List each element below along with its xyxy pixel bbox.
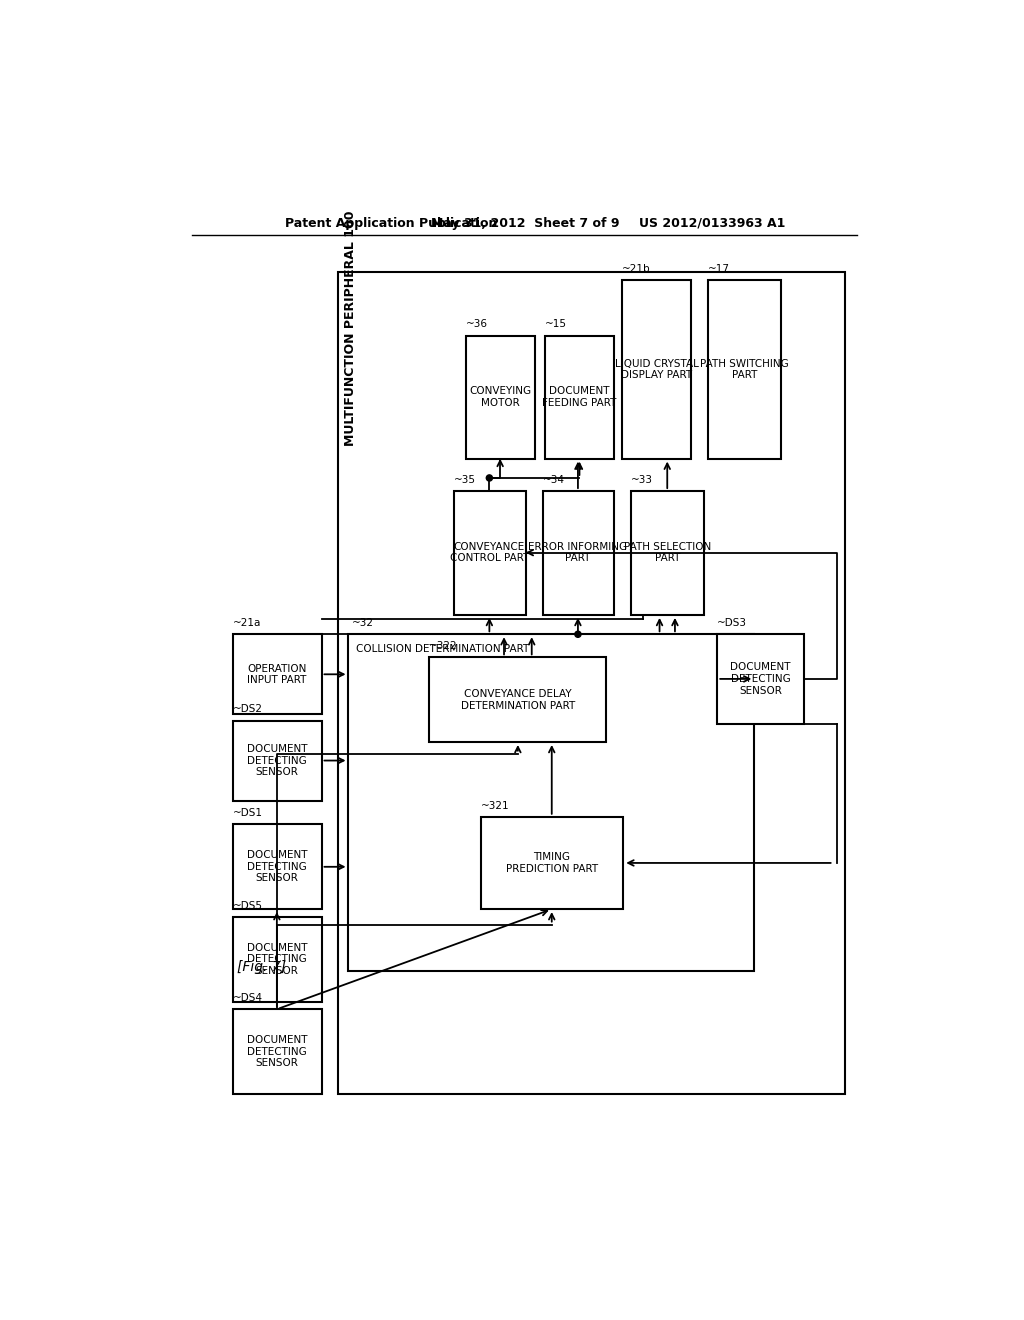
Bar [233, 917, 322, 1002]
Bar [429, 657, 606, 742]
Text: DOCUMENT
DETECTING
SENSOR: DOCUMENT DETECTING SENSOR [247, 744, 307, 777]
Bar [339, 272, 845, 1094]
Bar [454, 491, 525, 615]
Text: ~36: ~36 [466, 319, 487, 330]
Text: ~21a: ~21a [233, 618, 261, 628]
Text: US 2012/0133963 A1: US 2012/0133963 A1 [639, 216, 785, 230]
Text: TIMING
PREDICTION PART: TIMING PREDICTION PART [506, 853, 598, 874]
Text: ~17: ~17 [708, 264, 730, 275]
Circle shape [486, 475, 493, 480]
Text: [Fig. 7]: [Fig. 7] [237, 960, 286, 974]
Text: LIQUID CRYSTAL
DISPLAY PART: LIQUID CRYSTAL DISPLAY PART [614, 359, 698, 380]
Text: ~DS5: ~DS5 [233, 900, 263, 911]
Bar [348, 635, 755, 970]
Text: May 31, 2012  Sheet 7 of 9: May 31, 2012 Sheet 7 of 9 [430, 216, 620, 230]
Bar [545, 335, 614, 459]
Text: DOCUMENT
DETECTING
SENSOR: DOCUMENT DETECTING SENSOR [730, 663, 791, 696]
Text: ~21b: ~21b [622, 264, 650, 275]
Text: COLLISION DETERMINATION PART: COLLISION DETERMINATION PART [356, 644, 529, 655]
Text: ~33: ~33 [631, 475, 653, 484]
Text: ~32: ~32 [352, 618, 375, 628]
Text: ~15: ~15 [545, 319, 567, 330]
Text: CONVEYANCE DELAY
DETERMINATION PART: CONVEYANCE DELAY DETERMINATION PART [461, 689, 575, 710]
Text: PATH SWITCHING
PART: PATH SWITCHING PART [699, 359, 788, 380]
Bar [466, 335, 535, 459]
Text: OPERATION
INPUT PART: OPERATION INPUT PART [247, 664, 306, 685]
Text: CONVEYING
MOTOR: CONVEYING MOTOR [469, 387, 531, 408]
Bar [233, 825, 322, 909]
Text: ~DS2: ~DS2 [233, 705, 263, 714]
Text: Patent Application Publication: Patent Application Publication [285, 216, 497, 230]
Bar [481, 817, 624, 909]
Bar [708, 280, 781, 459]
Text: DOCUMENT
DETECTING
SENSOR: DOCUMENT DETECTING SENSOR [247, 942, 307, 975]
Bar [631, 491, 705, 615]
Text: ~35: ~35 [454, 475, 476, 484]
Text: ~DS3: ~DS3 [717, 618, 748, 628]
Bar [233, 721, 322, 801]
Text: DOCUMENT
DETECTING
SENSOR: DOCUMENT DETECTING SENSOR [247, 850, 307, 883]
Text: ~34: ~34 [543, 475, 564, 484]
Text: ~321: ~321 [481, 801, 510, 810]
Text: ~DS4: ~DS4 [233, 993, 263, 1003]
Text: ~DS1: ~DS1 [233, 808, 263, 818]
Bar [233, 1010, 322, 1094]
Text: MULTIFUNCTION PERIPHERAL 100: MULTIFUNCTION PERIPHERAL 100 [343, 210, 356, 446]
Bar [233, 635, 322, 714]
Text: CONVEYANCE
CONTROL PART: CONVEYANCE CONTROL PART [450, 541, 529, 564]
Text: ~322: ~322 [429, 642, 458, 651]
Text: DOCUMENT
FEEDING PART: DOCUMENT FEEDING PART [543, 387, 616, 408]
Text: ERROR INFORMING
PART: ERROR INFORMING PART [528, 541, 628, 564]
Bar [543, 491, 614, 615]
Text: DOCUMENT
DETECTING
SENSOR: DOCUMENT DETECTING SENSOR [247, 1035, 307, 1068]
Bar [717, 635, 804, 725]
Bar [622, 280, 691, 459]
Circle shape [574, 631, 581, 638]
Text: PATH SELECTION
PART: PATH SELECTION PART [624, 541, 711, 564]
